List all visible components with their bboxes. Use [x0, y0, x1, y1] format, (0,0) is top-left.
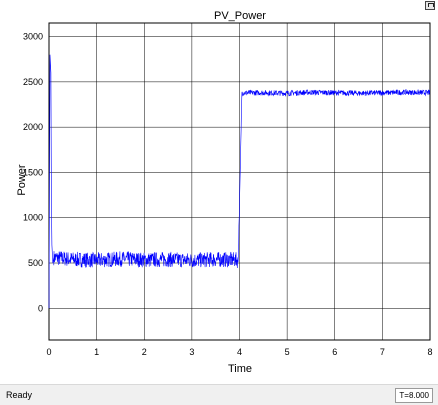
y-tick-label: 0	[38, 303, 43, 313]
x-tick-label: 2	[142, 347, 147, 357]
x-tick-label: 8	[427, 347, 432, 357]
y-tick-label: 3000	[23, 32, 43, 42]
y-tick-label: 2500	[23, 77, 43, 87]
y-tick-label: 1500	[23, 167, 43, 177]
y-tick-label: 2000	[23, 122, 43, 132]
y-tick-label: 1000	[23, 213, 43, 223]
plot-title: PV_Power	[214, 10, 266, 22]
pv-power-plot: PV_Power 0 500 1000 1500 2000 2500 3000 0 1 2 3 4 5…	[16, 10, 433, 375]
status-text: Ready	[6, 390, 33, 400]
x-tick-label: 6	[332, 347, 337, 357]
x-tick-label: 7	[380, 347, 385, 357]
x-tick-labels: 0 1 2 3 4 5 6 7 8	[46, 347, 432, 357]
x-tick-label: 0	[46, 347, 51, 357]
status-bar: Ready T=8.000	[0, 384, 438, 405]
x-axis-label: Time	[228, 363, 252, 375]
x-tick-label: 4	[237, 347, 242, 357]
y-tick-labels: 0 500 1000 1500 2000 2500 3000	[23, 32, 43, 314]
x-tick-label: 1	[94, 347, 99, 357]
scope-window: PV_Power 0 500 1000 1500 2000 2500 3000 0 1 2 3 4 5…	[16, 1, 435, 375]
restore-icon[interactable]	[425, 1, 435, 10]
y-axis-label: Power	[16, 164, 28, 196]
x-tick-label: 5	[285, 347, 290, 357]
y-tick-label: 500	[28, 258, 43, 268]
time-readout: T=8.000	[395, 388, 433, 403]
x-tick-label: 3	[189, 347, 194, 357]
pv-power-trace	[48, 54, 431, 309]
